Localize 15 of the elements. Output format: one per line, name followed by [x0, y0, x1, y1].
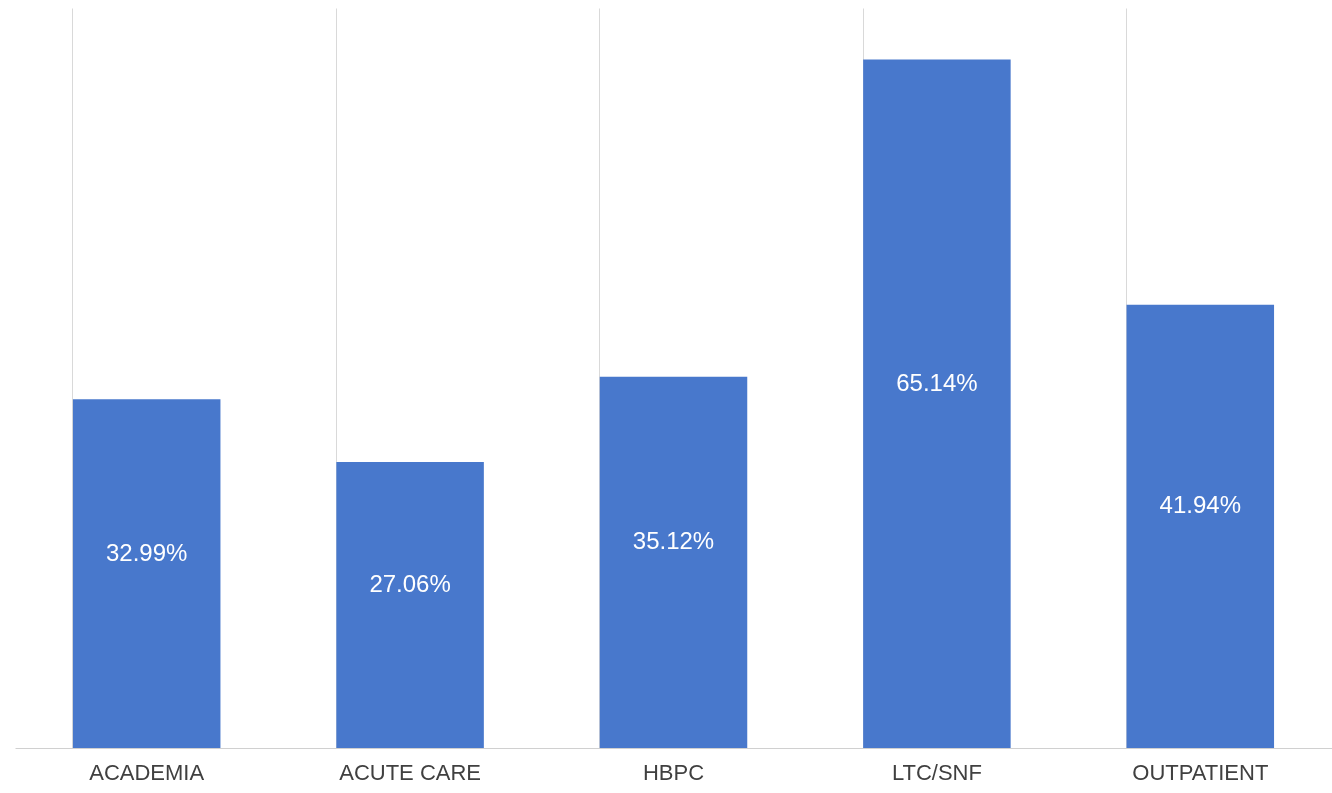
data-label: 35.12%: [632, 527, 715, 555]
data-label: 27.06%: [369, 569, 451, 597]
x-tick-label: OUTPATIENT: [1132, 759, 1269, 785]
bar: [863, 59, 1011, 748]
x-tick-label: ACADEMIA: [89, 759, 205, 785]
bar: [599, 376, 748, 748]
x-tick-label: LTC/SNF: [891, 759, 982, 785]
data-label: 41.94%: [1159, 491, 1241, 519]
x-tick-label: HBPC: [642, 759, 705, 785]
data-label: 32.99%: [106, 538, 188, 566]
bar: [72, 399, 221, 748]
bar: [1126, 304, 1275, 748]
x-tick-label: ACUTE CARE: [339, 759, 481, 785]
data-label: 65.14%: [896, 368, 978, 396]
bar: [336, 461, 484, 748]
